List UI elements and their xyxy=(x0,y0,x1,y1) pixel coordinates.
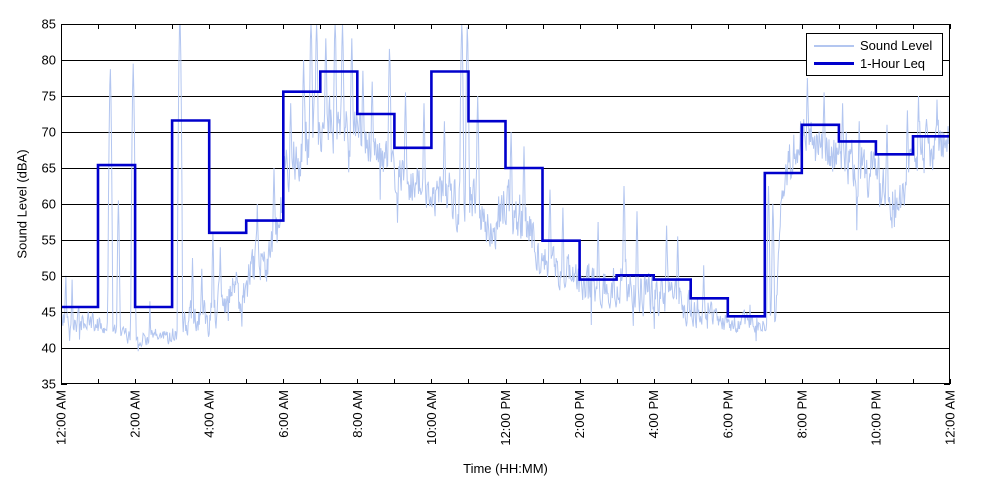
x-tick-label: 4:00 PM xyxy=(646,390,661,438)
y-tick-label: 70 xyxy=(42,125,56,140)
legend: Sound Level 1-Hour Leq xyxy=(806,33,943,76)
legend-line-leq-swatch xyxy=(814,62,854,65)
y-tick-label: 40 xyxy=(42,341,56,356)
x-tick-label: 12:00 AM xyxy=(943,390,958,445)
y-tick-label: 55 xyxy=(42,233,56,248)
x-tick-label: 12:00 AM xyxy=(54,390,69,445)
legend-label-leq: 1-Hour Leq xyxy=(860,56,926,71)
x-tick-label: 2:00 AM xyxy=(128,390,143,438)
x-tick-label: 10:00 PM xyxy=(868,390,883,446)
x-tick-label: 12:00 PM xyxy=(498,390,513,446)
x-tick-label: 8:00 PM xyxy=(794,390,809,438)
y-tick-label: 80 xyxy=(42,53,56,68)
y-tick-labels: 35 40 45 50 55 60 65 70 75 80 85 xyxy=(42,17,56,392)
y-gridlines xyxy=(61,60,950,349)
x-tick-label: 2:00 PM xyxy=(572,390,587,438)
y-axis-title: Sound Level (dBA) xyxy=(14,149,30,259)
y-tick-label: 45 xyxy=(42,305,56,320)
y-tick-label: 85 xyxy=(42,17,56,32)
legend-line-sound-level-swatch xyxy=(814,44,854,47)
x-tick-label: 6:00 AM xyxy=(276,390,291,438)
y-tick-label: 50 xyxy=(42,269,56,284)
legend-item-sound-level: Sound Level xyxy=(814,39,942,52)
x-tick-labels: 12:00 AM 2:00 AM 4:00 AM 6:00 AM 8:00 AM 10:0… xyxy=(54,390,958,446)
y-tick-label: 35 xyxy=(42,377,56,392)
y-tick-label: 60 xyxy=(42,197,56,212)
plot-border-and-ticks xyxy=(61,24,951,385)
x-tick-label: 10:00 AM xyxy=(424,390,439,445)
y-tick-label: 75 xyxy=(42,89,56,104)
series-group xyxy=(61,24,950,352)
x-tick-label: 8:00 AM xyxy=(350,390,365,438)
x-tick-label: 6:00 PM xyxy=(720,390,735,438)
legend-item-leq: 1-Hour Leq xyxy=(814,57,942,70)
y-tick-label: 65 xyxy=(42,161,56,176)
legend-label-sound-level: Sound Level xyxy=(860,38,933,53)
x-tick-label: 4:00 AM xyxy=(202,390,217,438)
x-axis-title: Time (HH:MM) xyxy=(463,461,548,476)
leq-series xyxy=(61,70,950,318)
